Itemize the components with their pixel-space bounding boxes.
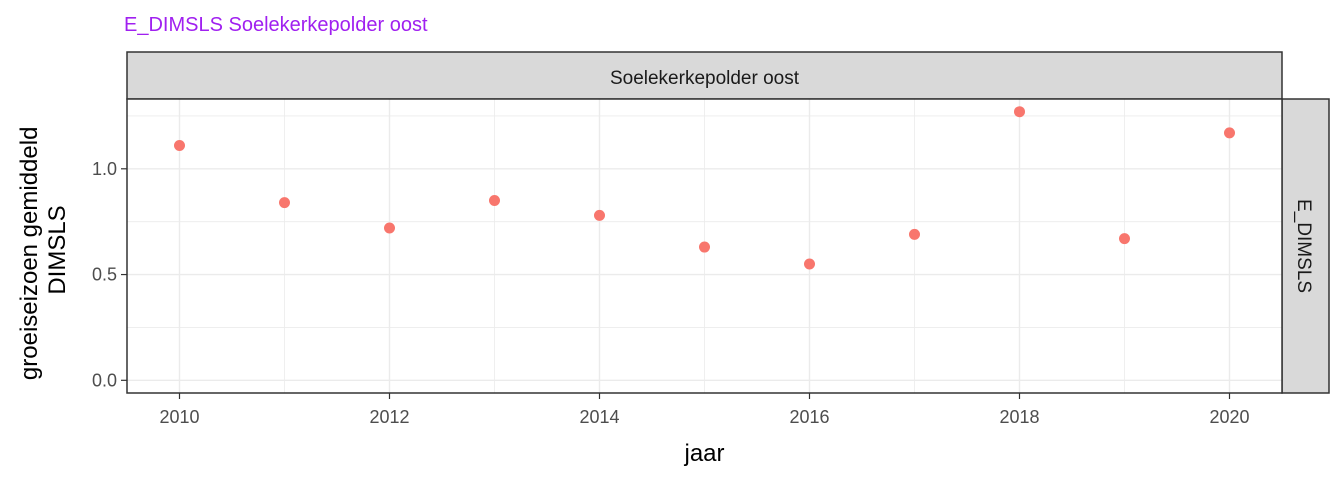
x-tick-label: 2018: [999, 407, 1039, 427]
x-tick-label: 2020: [1209, 407, 1249, 427]
x-tick-label: 2014: [579, 407, 619, 427]
data-point: [699, 241, 710, 253]
data-point: [804, 258, 815, 270]
grid-lines: [127, 99, 1282, 393]
data-point: [1119, 233, 1130, 245]
y-tick-label: 0.0: [92, 370, 117, 390]
x-tick-label: 2012: [369, 407, 409, 427]
data-point: [1014, 106, 1025, 118]
data-point: [489, 195, 500, 207]
data-point: [384, 222, 395, 234]
facet-strip-right-label: E_DIMSLS: [1293, 199, 1314, 293]
chart-title: E_DIMSLS Soelekerkepolder oost: [124, 14, 428, 36]
facet-strip-right: [1281, 98, 1330, 394]
y-axis-title-line-2: DIMSLS: [44, 205, 71, 294]
data-point: [1224, 127, 1235, 139]
x-tick-label: 2010: [159, 407, 199, 427]
data-points: [174, 106, 1235, 270]
data-point: [594, 209, 605, 221]
data-point: [174, 140, 185, 152]
facet-strip-top-label: Soelekerkepolder oost: [610, 68, 800, 89]
data-point: [279, 197, 290, 209]
y-tick-label: 0.5: [92, 265, 117, 285]
facet-strip-top: [126, 51, 1283, 100]
y-axis-title: groeiseizoen gemiddeld DIMSLS: [16, 120, 71, 380]
axis-ticks: 2010 2012 2014 2016 2018 2020 0.0 0.5 1.0: [92, 159, 1250, 427]
x-axis-title: jaar: [683, 440, 724, 467]
data-point: [909, 228, 920, 240]
x-tick-label: 2016: [789, 407, 829, 427]
y-tick-label: 1.0: [92, 159, 117, 179]
y-axis-title-line-1: groeiseizoen gemiddeld: [16, 127, 43, 381]
panel-border: [126, 98, 1283, 394]
